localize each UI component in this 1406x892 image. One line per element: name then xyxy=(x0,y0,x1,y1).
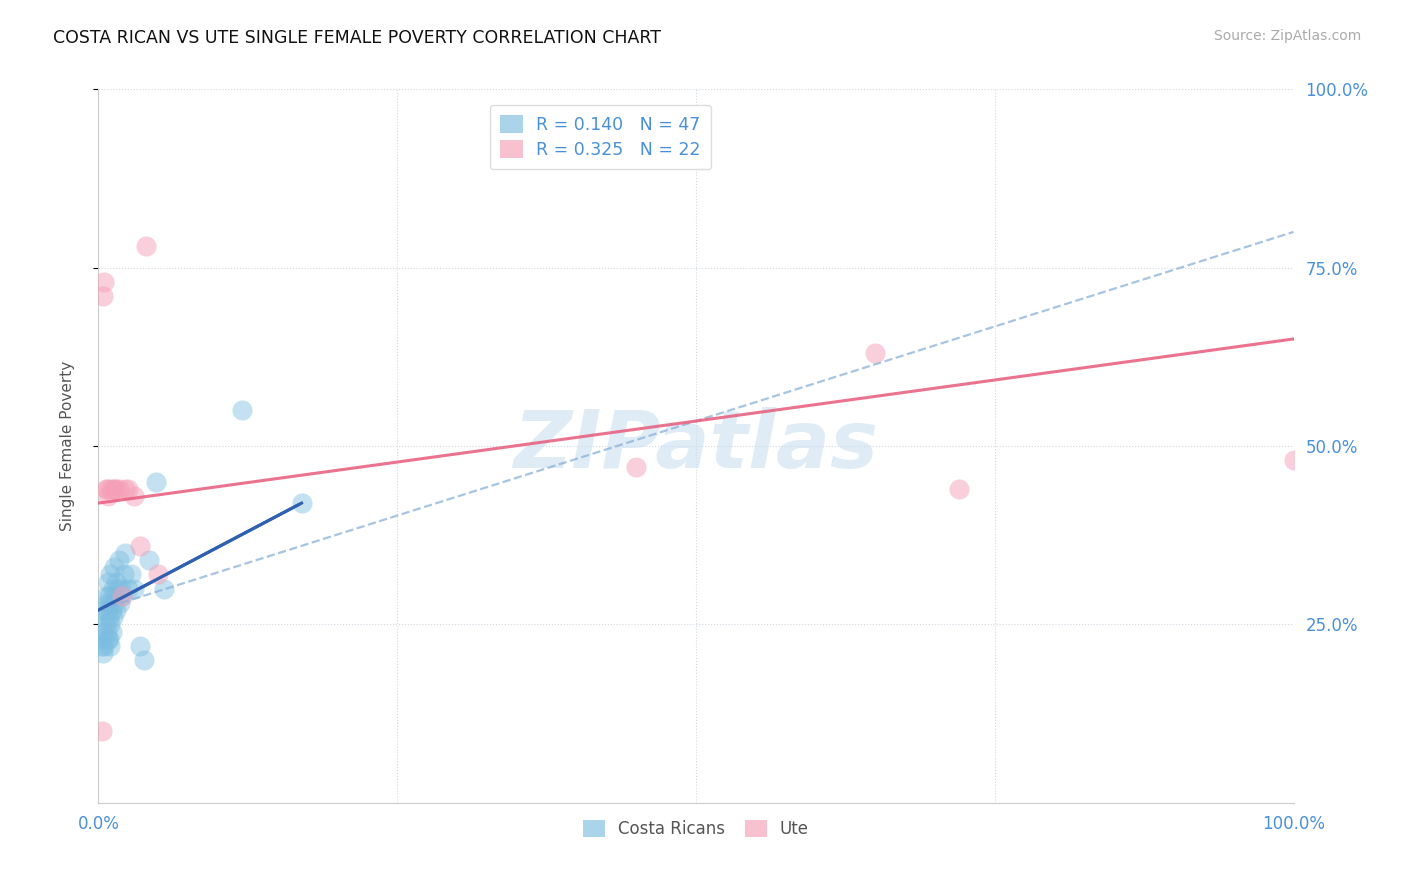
Point xyxy=(93,639,115,653)
Point xyxy=(101,610,124,624)
Point xyxy=(135,239,157,253)
Point xyxy=(97,489,120,503)
Point xyxy=(100,624,122,639)
Point xyxy=(107,553,129,567)
Point xyxy=(98,610,121,624)
Point xyxy=(129,639,152,653)
Point xyxy=(94,617,117,632)
Text: ZIPatlas: ZIPatlas xyxy=(513,407,879,485)
Point xyxy=(97,574,120,589)
Point xyxy=(101,482,124,496)
Point xyxy=(107,582,129,596)
Point xyxy=(129,539,152,553)
Y-axis label: Single Female Poverty: Single Female Poverty xyxy=(60,361,75,531)
Point xyxy=(117,482,139,496)
Point xyxy=(948,482,970,496)
Point xyxy=(120,567,142,582)
Point xyxy=(111,589,134,603)
Legend: Costa Ricans, Ute: Costa Ricans, Ute xyxy=(576,813,815,845)
Point xyxy=(94,482,117,496)
Text: COSTA RICAN VS UTE SINGLE FEMALE POVERTY CORRELATION CHART: COSTA RICAN VS UTE SINGLE FEMALE POVERTY… xyxy=(53,29,661,46)
Text: Source: ZipAtlas.com: Source: ZipAtlas.com xyxy=(1213,29,1361,43)
Point xyxy=(1282,453,1305,467)
Point xyxy=(145,475,167,489)
Point xyxy=(96,624,118,639)
Point xyxy=(107,482,129,496)
Point xyxy=(124,582,146,596)
Point xyxy=(90,632,112,646)
Point xyxy=(105,574,128,589)
Point xyxy=(103,482,125,496)
Point xyxy=(91,646,114,660)
Point xyxy=(117,582,139,596)
Point xyxy=(93,275,115,289)
Point xyxy=(97,632,120,646)
Point xyxy=(98,482,122,496)
Point xyxy=(98,596,122,610)
Point xyxy=(101,582,124,596)
Point xyxy=(111,589,134,603)
Point xyxy=(98,567,122,582)
Point xyxy=(103,560,125,574)
Point xyxy=(91,610,114,624)
Point xyxy=(100,603,122,617)
Point xyxy=(98,617,122,632)
Point xyxy=(91,724,114,739)
Point xyxy=(148,567,170,582)
Point xyxy=(291,496,314,510)
Point xyxy=(96,596,118,610)
Point xyxy=(98,639,122,653)
Point xyxy=(132,653,155,667)
Point xyxy=(112,567,135,582)
Point xyxy=(91,289,114,303)
Point xyxy=(114,546,136,560)
Point xyxy=(138,553,160,567)
Point xyxy=(114,482,136,496)
Point xyxy=(91,624,114,639)
Point xyxy=(124,489,146,503)
Point xyxy=(96,482,118,496)
Point xyxy=(93,603,115,617)
Point xyxy=(103,596,125,610)
Point xyxy=(98,632,121,646)
Point xyxy=(865,346,887,360)
Point xyxy=(94,589,117,603)
Point xyxy=(626,460,648,475)
Point xyxy=(104,589,127,603)
Point xyxy=(105,603,128,617)
Point xyxy=(108,596,131,610)
Point xyxy=(105,482,128,496)
Point xyxy=(110,582,132,596)
Point xyxy=(98,589,121,603)
Point xyxy=(91,639,114,653)
Point xyxy=(231,403,253,417)
Point xyxy=(153,582,176,596)
Point xyxy=(97,603,120,617)
